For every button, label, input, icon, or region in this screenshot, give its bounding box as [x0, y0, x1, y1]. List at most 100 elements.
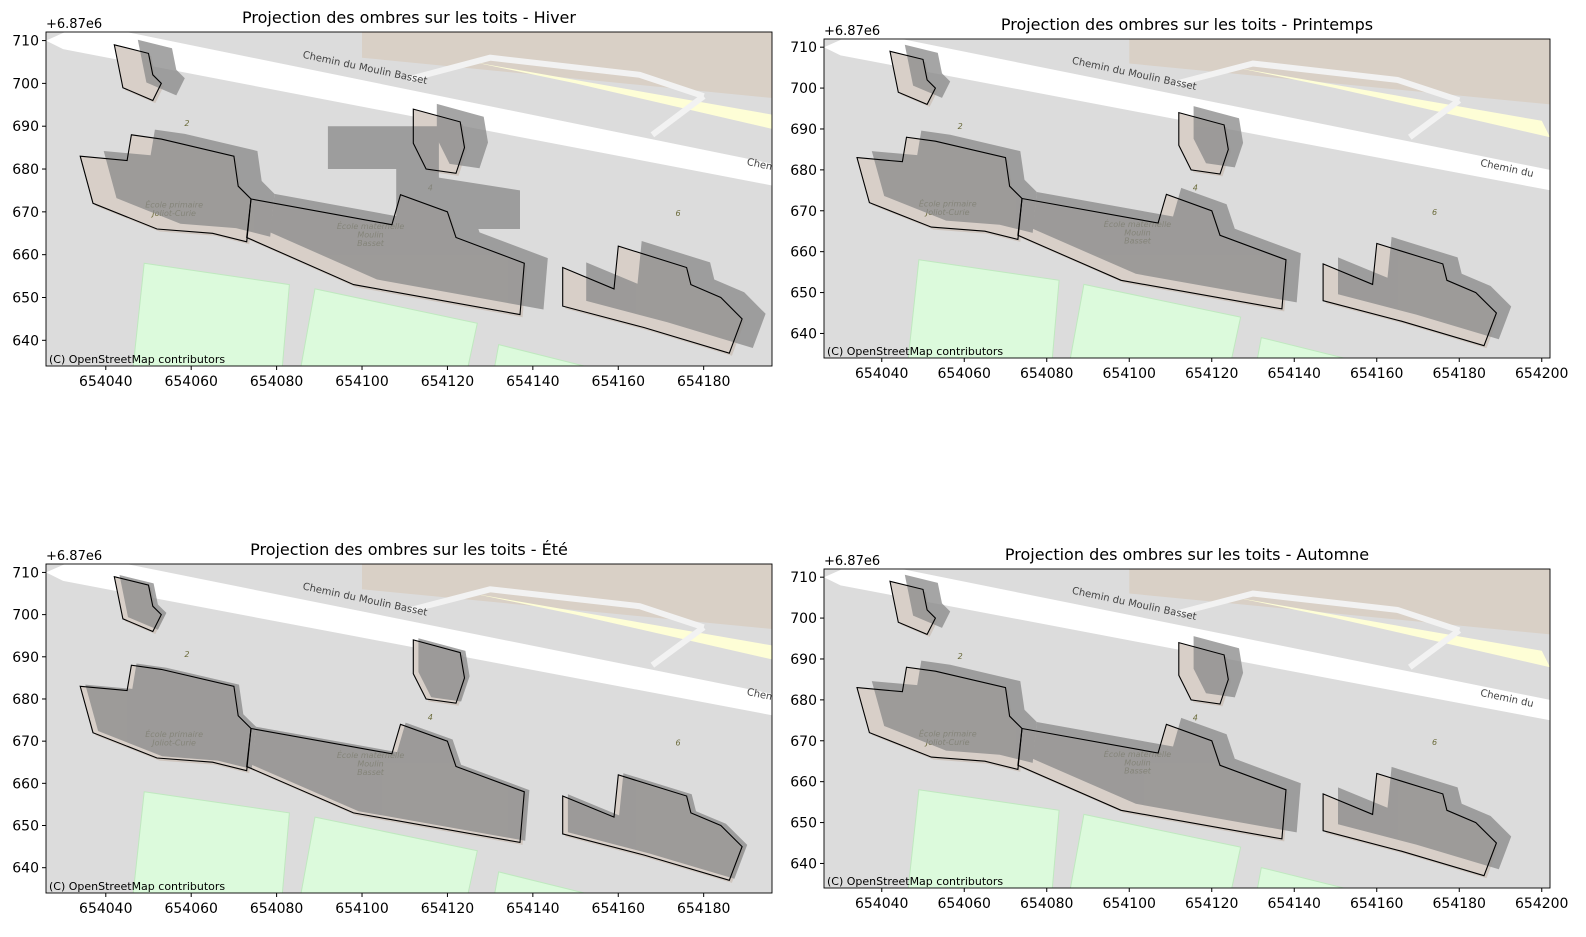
- roof-shadow: [871, 660, 1037, 763]
- x-tick-label: 654040: [79, 901, 132, 917]
- roof-shadow: [251, 722, 530, 841]
- y-tick-label: 680: [12, 162, 39, 178]
- x-tick-label: 654040: [855, 896, 908, 912]
- footpath-branch: [650, 624, 706, 668]
- x-tick-label: 654140: [506, 901, 559, 917]
- x-tick-label: 654040: [855, 366, 908, 382]
- y-tick-label: 670: [790, 734, 817, 750]
- y-tick-label: 710: [790, 40, 817, 56]
- y-tick-label: 650: [790, 286, 817, 302]
- map-label: 6: [1432, 738, 1437, 747]
- footpath: [1173, 590, 1461, 634]
- y-tick-label: 690: [12, 119, 39, 135]
- map-label: 4: [428, 713, 433, 722]
- roof-shadow: [1032, 717, 1301, 833]
- building-outline: [562, 245, 743, 354]
- building-outline: [1322, 242, 1498, 347]
- green-area: [907, 259, 1060, 358]
- x-tick-label: 654080: [1020, 366, 1073, 382]
- y-tick-label: 660: [12, 776, 39, 792]
- offset-label: +6.87e6: [46, 549, 102, 564]
- roof-shadow: [1032, 187, 1301, 303]
- green-area: [907, 789, 1060, 888]
- y-tick-label: 680: [790, 163, 817, 179]
- y-tick-label: 690: [12, 650, 39, 666]
- y-tick-label: 710: [12, 34, 39, 50]
- chart-title: Projection des ombres sur les toits - Au…: [1005, 545, 1369, 564]
- map-label: 2: [958, 122, 963, 131]
- x-tick-label: 654140: [506, 374, 559, 390]
- roof-shadow: [327, 126, 520, 229]
- x-tick-label: 654100: [335, 374, 388, 390]
- green-area: [494, 871, 587, 893]
- roof-shadow: [270, 189, 548, 310]
- map-label: 6: [676, 209, 681, 218]
- x-tick-label: 654180: [677, 374, 730, 390]
- building-outline: [79, 664, 252, 772]
- map-label: 6: [676, 738, 681, 747]
- building-outline: [113, 575, 162, 633]
- y-tick-label: 640: [12, 861, 39, 877]
- map-panel-1: Chemin du Moulin BassetChemÉcole primair…: [12, 8, 773, 390]
- roof-shadow: [137, 39, 185, 96]
- building-outline: [412, 108, 466, 174]
- y-tick-label: 680: [790, 693, 817, 709]
- roof-shadow: [103, 129, 275, 237]
- y-tick-label: 650: [12, 819, 39, 835]
- y-tick-label: 660: [790, 775, 817, 791]
- offset-label: +6.87e6: [824, 24, 880, 39]
- building-outline: [246, 723, 525, 844]
- green-area: [300, 816, 478, 893]
- building-outline: [562, 774, 743, 881]
- axes-frame: [823, 38, 1551, 359]
- footpath-branch: [650, 93, 706, 138]
- building-outline: [856, 136, 1023, 241]
- roof-shadow: [418, 638, 470, 702]
- map-panel-3: Chemin du Moulin BassetChemÉcole primair…: [12, 540, 773, 917]
- x-tick-label: 654160: [592, 901, 645, 917]
- y-tick-label: 690: [790, 122, 817, 138]
- roof-shadow: [871, 130, 1037, 233]
- shadow-layer: [103, 39, 766, 348]
- x-tick-label: 654080: [250, 901, 303, 917]
- offset-label: +6.87e6: [824, 554, 880, 569]
- green-area: [1257, 336, 1346, 358]
- x-tick-label: 654040: [79, 374, 132, 390]
- map-label: 4: [1193, 183, 1198, 192]
- roof-shadow: [1338, 766, 1512, 870]
- building-outline: [246, 193, 525, 316]
- y-tick-label: 700: [12, 76, 39, 92]
- chart-title: Projection des ombres sur les toits - Pr…: [1001, 15, 1373, 34]
- footpath: [408, 54, 705, 100]
- y-tick-label: 670: [12, 205, 39, 221]
- axes-frame: [823, 568, 1551, 889]
- green-area: [1257, 866, 1346, 888]
- attribution: (C) OpenStreetMap contributors: [827, 345, 1003, 358]
- y-tick-label: 700: [790, 611, 817, 627]
- attribution: (C) OpenStreetMap contributors: [49, 353, 225, 366]
- green-area: [494, 343, 587, 366]
- x-tick-label: 654140: [1268, 896, 1321, 912]
- x-tick-label: 654180: [1433, 366, 1486, 382]
- roof-shadow: [1193, 636, 1244, 698]
- x-tick-label: 654120: [1185, 366, 1238, 382]
- x-tick-label: 654140: [1268, 366, 1321, 382]
- shadow-layer: [85, 575, 748, 879]
- road: [46, 564, 772, 716]
- attribution: (C) OpenStreetMap contributors: [49, 880, 225, 893]
- y-tick-label: 640: [12, 333, 39, 349]
- footpath: [1173, 60, 1461, 104]
- building-outline: [856, 666, 1023, 771]
- y-tick-label: 670: [790, 204, 817, 220]
- x-tick-label: 654120: [421, 901, 474, 917]
- x-tick-label: 654180: [677, 901, 730, 917]
- attribution: (C) OpenStreetMap contributors: [827, 875, 1003, 888]
- chart-title: Projection des ombres sur les toits - Ét…: [250, 540, 568, 559]
- x-tick-label: 654080: [1020, 896, 1073, 912]
- green-area: [300, 288, 478, 366]
- x-tick-label: 654160: [592, 374, 645, 390]
- building-outline: [79, 134, 252, 243]
